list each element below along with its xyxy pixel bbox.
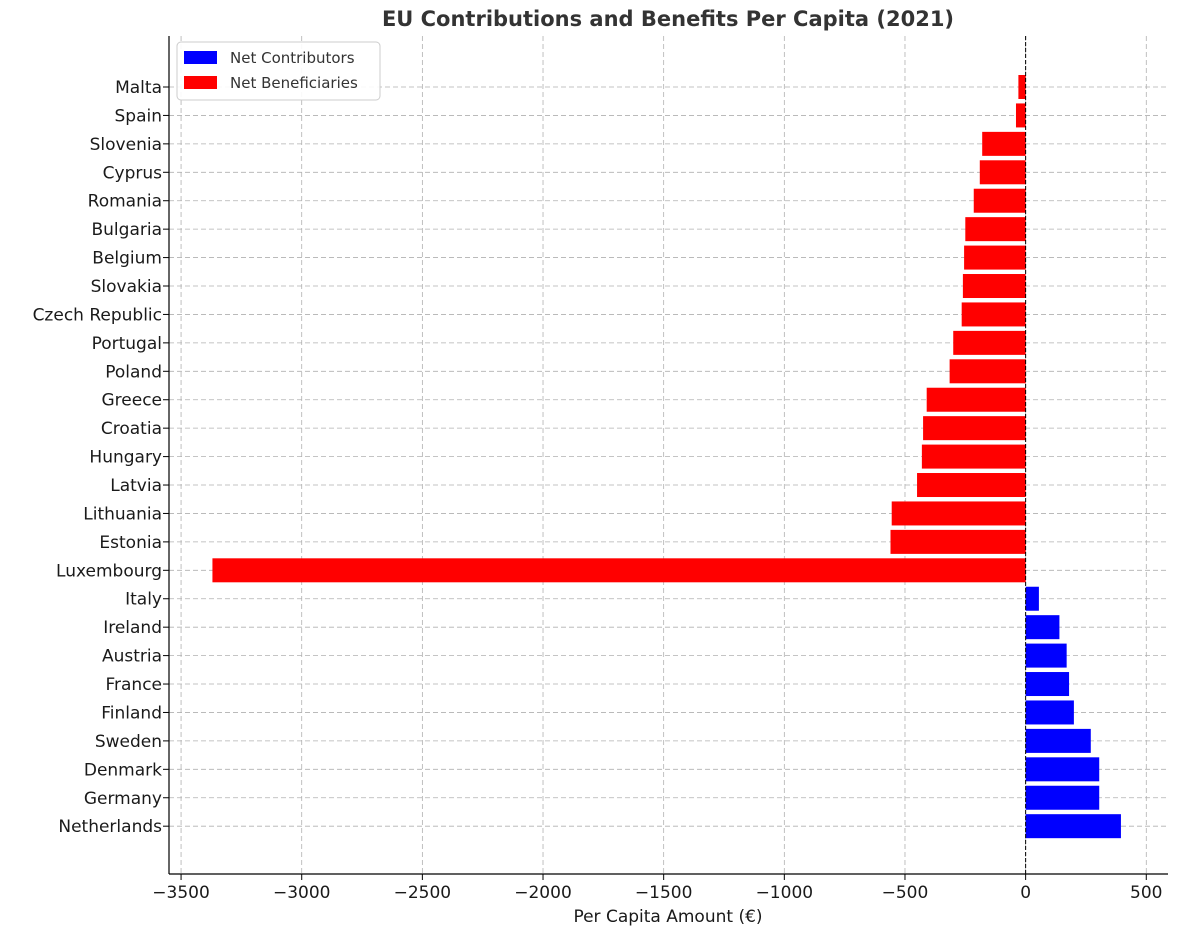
bar-ireland: [1025, 615, 1060, 640]
bar-austria: [1025, 643, 1067, 668]
bar-czech-republic: [961, 302, 1026, 327]
y-tick-label: Cyprus: [103, 163, 162, 183]
bar-denmark: [1025, 757, 1100, 782]
y-tick-label: Croatia: [101, 419, 162, 439]
x-tick-label: −1000: [756, 883, 814, 903]
bar-germany: [1025, 785, 1100, 810]
y-tick-label: Slovakia: [91, 277, 162, 297]
y-tick-label: Ireland: [103, 618, 162, 638]
x-tick-label: −3500: [152, 883, 210, 903]
bar-lithuania: [891, 501, 1026, 526]
axes-layer: [163, 36, 1168, 880]
bar-sweden: [1025, 728, 1091, 753]
legend-frame: [176, 41, 381, 101]
bars-layer: [212, 75, 1121, 839]
y-tick-label: Hungary: [89, 448, 162, 468]
y-tick-label: Lithuania: [83, 504, 162, 524]
y-tick-label: Spain: [115, 106, 163, 126]
bar-croatia: [923, 416, 1026, 441]
bar-romania: [973, 188, 1026, 213]
labels-layer: −3500 −3000 −2500 −2000 −1500 −1000 −500 0 500 Ma…: [33, 78, 1163, 903]
y-tick-label: France: [105, 675, 162, 695]
y-tick-label: Bulgaria: [92, 220, 163, 240]
x-tick-label: −1500: [635, 883, 693, 903]
y-tick-label: Netherlands: [58, 817, 162, 837]
x-axis-label: Per Capita Amount (€): [573, 907, 762, 927]
y-tick-label: Romania: [88, 192, 162, 212]
bar-greece: [926, 387, 1026, 412]
x-tick-label: −2000: [514, 883, 572, 903]
bar-latvia: [917, 473, 1026, 498]
y-tick-label: Finland: [101, 703, 162, 723]
y-tick-label: Austria: [102, 647, 162, 667]
x-tick-label: 500: [1130, 883, 1162, 903]
bar-finland: [1025, 700, 1074, 725]
bar-estonia: [890, 529, 1026, 554]
x-tick-label: −3000: [273, 883, 331, 903]
y-tick-label: Slovenia: [90, 135, 162, 155]
chart-title: EU Contributions and Benefits Per Capita…: [382, 7, 954, 31]
bar-luxembourg: [212, 558, 1026, 583]
bar-spain: [1015, 103, 1026, 128]
y-tick-label: Luxembourg: [56, 561, 162, 581]
x-tick-label: −500: [882, 883, 929, 903]
bar-slovakia: [962, 274, 1026, 299]
bar-portugal: [953, 330, 1026, 355]
y-tick-label: Germany: [84, 789, 162, 809]
legend-swatch: [184, 76, 217, 89]
y-tick-label: Malta: [115, 78, 162, 98]
legend-swatch: [184, 51, 217, 64]
y-tick-label: Belgium: [92, 249, 162, 269]
y-tick-label: Estonia: [99, 533, 162, 553]
y-tick-label: Latvia: [110, 476, 162, 496]
bar-cyprus: [979, 160, 1026, 185]
y-tick-label: Greece: [101, 391, 162, 411]
bar-slovenia: [982, 131, 1026, 156]
bar-italy: [1025, 586, 1039, 611]
y-tick-label: Portugal: [92, 334, 162, 354]
bar-belgium: [964, 245, 1026, 270]
y-tick-label: Italy: [125, 590, 162, 610]
y-tick-label: Czech Republic: [33, 305, 162, 325]
y-tick-label: Poland: [105, 362, 162, 382]
x-tick-label: −2500: [394, 883, 452, 903]
y-tick-label: Denmark: [84, 760, 162, 780]
y-tick-label: Sweden: [95, 732, 162, 752]
bar-bulgaria: [965, 217, 1026, 242]
legend-label: Net Contributors: [230, 49, 355, 67]
bar-malta: [1018, 75, 1026, 99]
bar-netherlands: [1025, 814, 1121, 839]
bar-poland: [949, 359, 1026, 384]
bar-france: [1025, 672, 1070, 697]
x-tick-label: 0: [1020, 883, 1031, 903]
bar-hungary: [921, 444, 1026, 469]
legend-label: Net Beneficiaries: [230, 74, 358, 92]
legend: Net Contributors Net Beneficiaries: [176, 41, 381, 101]
